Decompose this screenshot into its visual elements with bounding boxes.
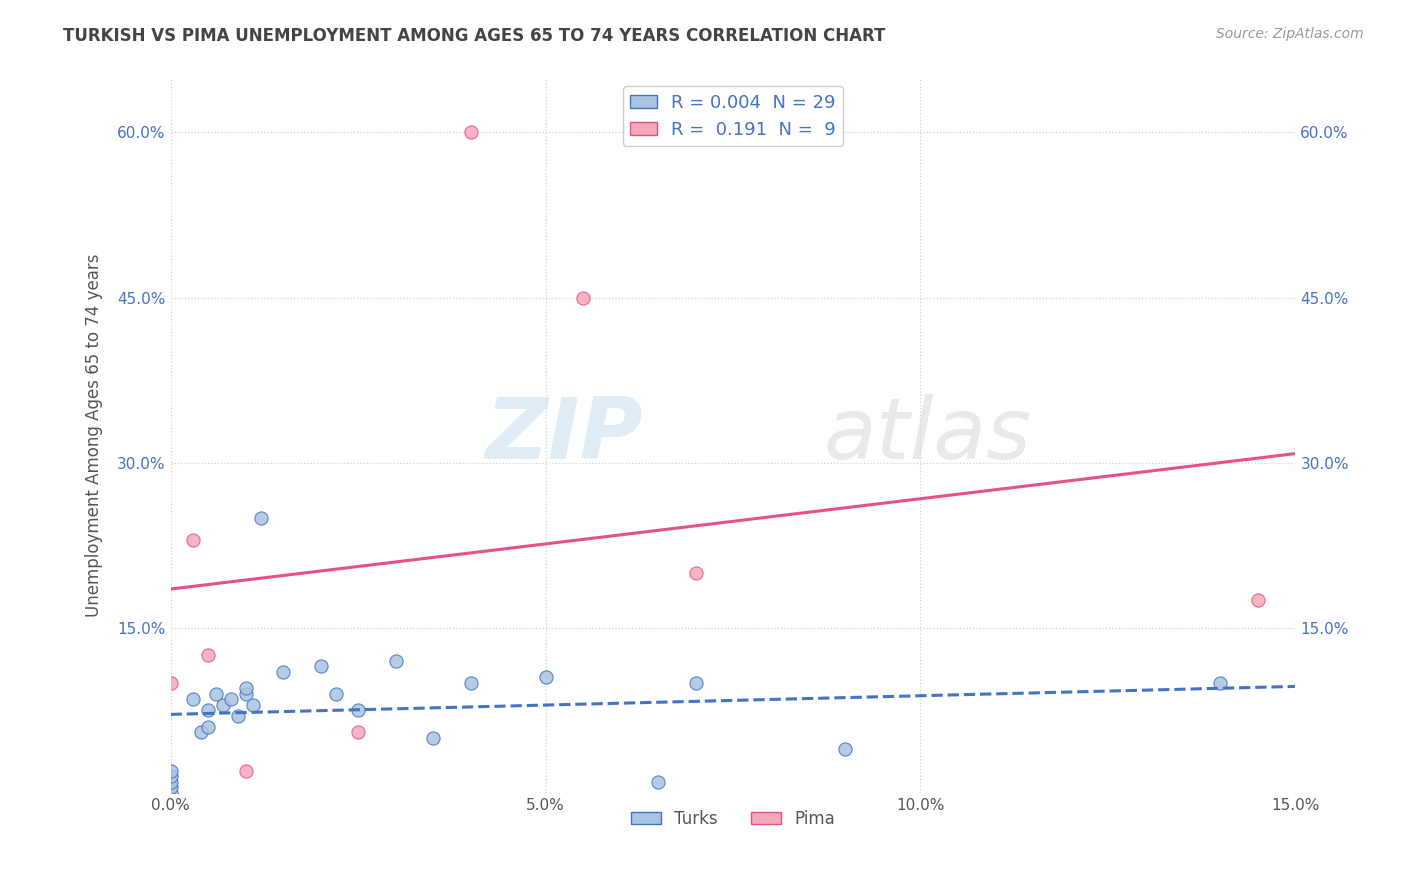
- Point: [685, 675, 707, 690]
- Point: [572, 291, 595, 305]
- Point: [219, 692, 242, 706]
- Point: [249, 510, 271, 524]
- Point: [159, 675, 181, 690]
- Point: [235, 687, 257, 701]
- Point: [204, 687, 226, 701]
- Y-axis label: Unemployment Among Ages 65 to 74 years: Unemployment Among Ages 65 to 74 years: [86, 253, 103, 616]
- Point: [197, 703, 219, 717]
- Point: [159, 786, 181, 800]
- Point: [197, 720, 219, 734]
- Point: [159, 774, 181, 789]
- Point: [181, 533, 204, 547]
- Point: [1247, 593, 1270, 607]
- Point: [197, 648, 219, 662]
- Point: [159, 764, 181, 778]
- Point: [226, 708, 249, 723]
- Point: [159, 769, 181, 783]
- Point: [181, 692, 204, 706]
- Point: [347, 703, 370, 717]
- Point: [1209, 675, 1232, 690]
- Point: [242, 698, 264, 712]
- Point: [834, 741, 856, 756]
- Point: [534, 670, 557, 684]
- Point: [309, 659, 332, 673]
- Point: [235, 764, 257, 778]
- Point: [190, 725, 212, 739]
- Point: [271, 665, 294, 679]
- Point: [212, 698, 235, 712]
- Text: Source: ZipAtlas.com: Source: ZipAtlas.com: [1216, 27, 1364, 41]
- Point: [347, 725, 370, 739]
- Text: TURKISH VS PIMA UNEMPLOYMENT AMONG AGES 65 TO 74 YEARS CORRELATION CHART: TURKISH VS PIMA UNEMPLOYMENT AMONG AGES …: [63, 27, 886, 45]
- Point: [647, 774, 669, 789]
- Point: [235, 681, 257, 695]
- Point: [325, 687, 347, 701]
- Legend: Turks, Pima: Turks, Pima: [624, 803, 842, 834]
- Point: [460, 125, 482, 139]
- Point: [460, 675, 482, 690]
- Point: [159, 780, 181, 794]
- Text: atlas: atlas: [823, 393, 1031, 476]
- Point: [422, 731, 444, 745]
- Point: [685, 566, 707, 580]
- Point: [384, 654, 406, 668]
- Text: ZIP: ZIP: [485, 393, 643, 476]
